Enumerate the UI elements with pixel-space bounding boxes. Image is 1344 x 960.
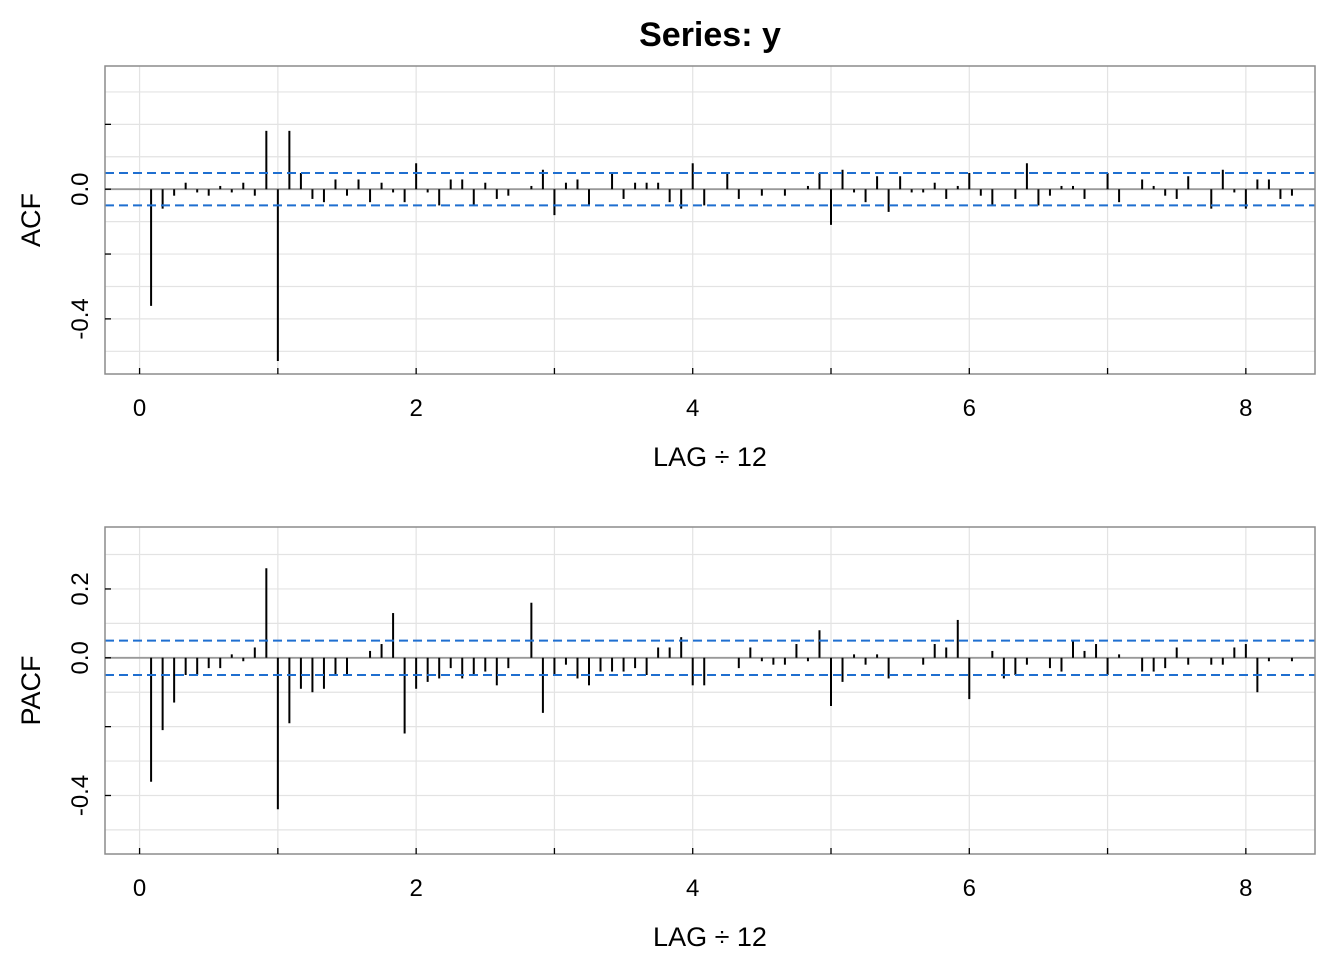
- x-tick-label: 0: [133, 395, 146, 422]
- plot-frame: [104, 526, 1316, 855]
- x-tick-label: 6: [963, 875, 976, 902]
- x-tick-label: 2: [409, 875, 422, 902]
- acf-panel: 0 2 4 6 8 -0.4 0.0 LAG ÷ 12 ACF: [16, 65, 1316, 472]
- y-tick-label: 0.0: [67, 641, 94, 674]
- y-tick-label: 0.0: [67, 173, 94, 206]
- plot-frame: [104, 65, 1316, 375]
- chart-title: Series: y: [639, 16, 781, 54]
- x-tick-label: 8: [1239, 395, 1252, 422]
- x-tick-label: 4: [686, 875, 699, 902]
- x-tick-label: 0: [133, 875, 146, 902]
- pacf-panel: 0 2 4 6 8 -0.4 0.0 0.2 LAG ÷ 12 PACF: [16, 526, 1316, 952]
- x-tick-label: 8: [1239, 875, 1252, 902]
- y-axis-label: PACF: [16, 655, 46, 725]
- x-tick-label: 6: [963, 395, 976, 422]
- x-axis-label: LAG ÷ 12: [653, 442, 767, 472]
- y-axis-label: ACF: [16, 193, 46, 247]
- x-tick-label: 4: [686, 395, 699, 422]
- x-tick-label: 2: [409, 395, 422, 422]
- y-tick-label: -0.4: [67, 298, 94, 339]
- y-tick-label: -0.4: [67, 775, 94, 816]
- y-tick-label: 0.2: [67, 572, 94, 605]
- x-axis-label: LAG ÷ 12: [653, 922, 767, 952]
